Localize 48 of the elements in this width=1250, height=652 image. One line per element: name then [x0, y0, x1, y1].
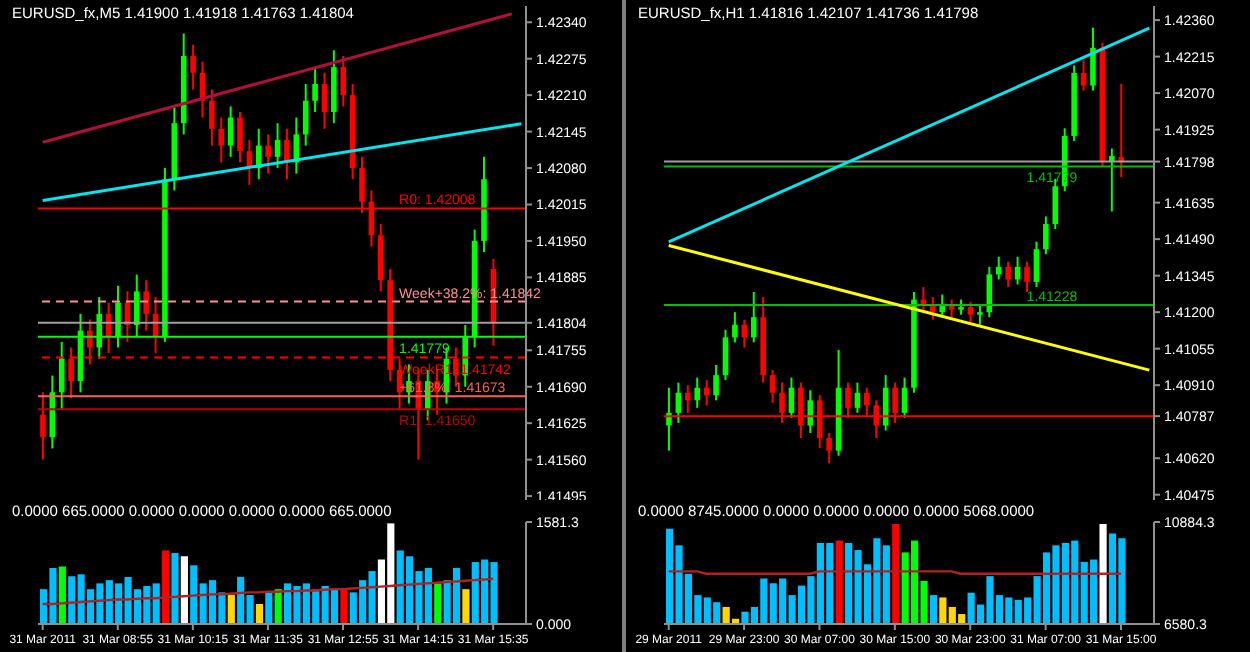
candlestick	[1118, 82, 1125, 179]
candlestick	[750, 291, 757, 344]
candlestick	[1109, 147, 1115, 213]
candlestick	[826, 432, 832, 465]
candlestick	[1005, 260, 1011, 288]
bar	[180, 556, 188, 624]
candlestick	[807, 389, 814, 435]
candlestick	[1090, 26, 1096, 92]
candlestick	[255, 127, 262, 181]
bar	[265, 592, 273, 624]
bar	[452, 567, 461, 624]
bar	[162, 550, 170, 624]
bar	[227, 594, 235, 624]
candlestick	[265, 133, 271, 175]
candlestick	[340, 54, 347, 108]
candlestick	[967, 301, 974, 326]
line-series	[41, 577, 495, 606]
candlestick	[40, 391, 46, 461]
candlestick	[312, 66, 318, 113]
candlestick	[769, 369, 776, 404]
candlestick	[58, 340, 65, 411]
candlestick	[218, 116, 225, 164]
candlestick	[284, 127, 290, 181]
candlestick	[1024, 260, 1030, 294]
candlestick	[302, 82, 309, 147]
candlestick	[143, 279, 149, 332]
candlestick	[722, 328, 729, 382]
bar	[58, 566, 66, 624]
candlestick	[377, 223, 384, 293]
bar	[462, 589, 470, 624]
candlestick	[1043, 215, 1049, 256]
bar	[171, 553, 179, 624]
candlestick	[713, 364, 719, 402]
bar	[255, 604, 264, 624]
candlestick	[1080, 59, 1087, 92]
candlestick	[977, 303, 983, 326]
candlestick	[209, 88, 215, 147]
bar	[340, 589, 348, 624]
bar	[434, 583, 442, 624]
candlestick	[237, 110, 243, 164]
candlestick	[694, 376, 701, 409]
bar	[330, 589, 339, 624]
candlestick	[331, 49, 337, 125]
candlestick	[1033, 240, 1040, 288]
candlestick	[274, 122, 281, 170]
candlestick	[995, 255, 1002, 281]
candlestick	[732, 311, 738, 344]
candlestick	[190, 43, 196, 91]
